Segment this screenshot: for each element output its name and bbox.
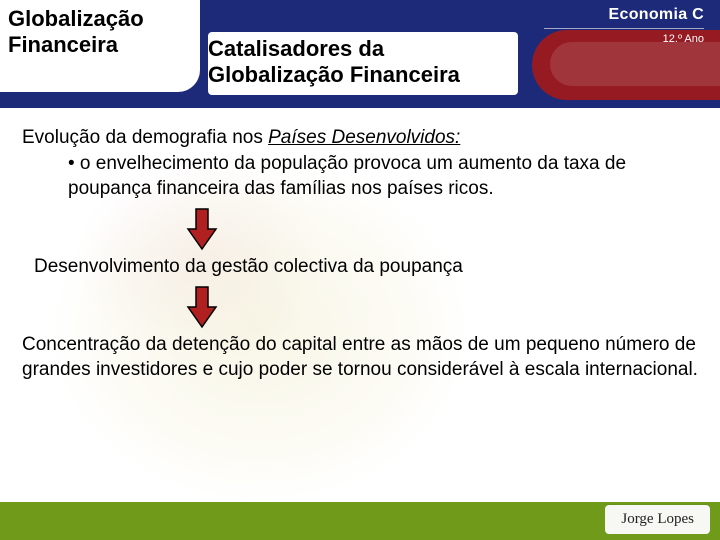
subject-divider (544, 28, 704, 29)
subject-label: Economia C (544, 6, 704, 24)
down-arrow-icon (182, 207, 222, 251)
arrow-1-wrap (22, 207, 698, 251)
arrow-2-wrap (22, 285, 698, 329)
final-paragraph: Concentração da detenção do capital entr… (22, 333, 698, 382)
grade-label: 12.º Ano (544, 33, 704, 45)
down-arrow-icon (182, 285, 222, 329)
lead-emphasis-text: Países Desenvolvidos: (268, 127, 460, 148)
slide-title: Globalização Financeira (8, 6, 190, 58)
bullet-text: • o envelhecimento da população provoca … (22, 152, 698, 201)
header: Globalização Financeira Catalisadores da… (0, 0, 720, 108)
slide-subtitle: Catalisadores da Globalização Financeira (208, 32, 518, 95)
content-area: Evolução da demografia nos Países Desenv… (22, 126, 698, 382)
lead-plain-text: Evolução da demografia nos (22, 127, 268, 148)
title-tab: Globalização Financeira (0, 0, 200, 92)
header-red-accent-inner (550, 42, 720, 86)
mid-line-text: Desenvolvimento da gestão colectiva da p… (22, 255, 698, 279)
author-label: Jorge Lopes (605, 505, 710, 534)
subject-box: Economia C 12.º Ano (544, 6, 704, 45)
lead-line: Evolução da demografia nos Países Desenv… (22, 126, 698, 150)
